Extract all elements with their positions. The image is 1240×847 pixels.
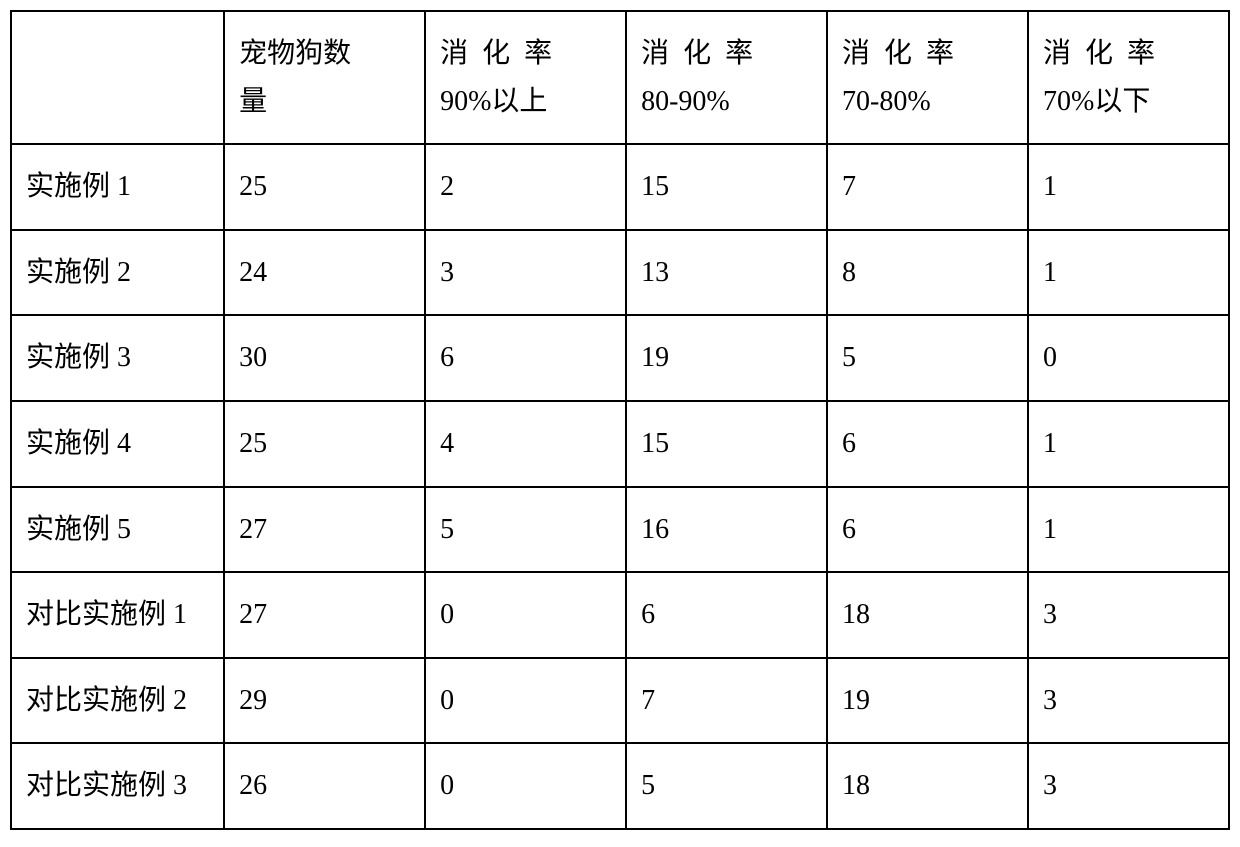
row-label: 对比实施例 3 (11, 743, 224, 829)
cell-value: 5 (425, 487, 626, 573)
table-row: 对比实施例 1 27 0 6 18 3 (11, 572, 1229, 658)
table-row: 对比实施例 2 29 0 7 19 3 (11, 658, 1229, 744)
header-line1: 宠物狗数 (239, 38, 351, 69)
header-line1: 消化率 (440, 38, 566, 69)
cell-value: 0 (425, 572, 626, 658)
header-line2: 量 (239, 86, 267, 117)
cell-value: 18 (827, 572, 1028, 658)
header-line1: 消化率 (1043, 38, 1169, 69)
cell-value: 5 (827, 315, 1028, 401)
cell-value: 15 (626, 144, 827, 230)
cell-value: 0 (425, 658, 626, 744)
header-rate-70below: 消化率 70%以下 (1028, 11, 1229, 144)
cell-value: 25 (224, 401, 425, 487)
header-dog-count: 宠物狗数 量 (224, 11, 425, 144)
row-label: 对比实施例 2 (11, 658, 224, 744)
cell-value: 27 (224, 487, 425, 573)
header-line2: 90%以上 (440, 86, 547, 117)
cell-value: 6 (827, 401, 1028, 487)
cell-value: 19 (626, 315, 827, 401)
cell-value: 24 (224, 230, 425, 316)
cell-value: 1 (1028, 144, 1229, 230)
cell-value: 6 (425, 315, 626, 401)
cell-value: 18 (827, 743, 1028, 829)
cell-value: 29 (224, 658, 425, 744)
cell-value: 3 (1028, 658, 1229, 744)
digestibility-table: 宠物狗数 量 消化率 90%以上 消化率 80-90% 消化率 70-80% 消… (10, 10, 1230, 830)
table-row: 实施例 5 27 5 16 6 1 (11, 487, 1229, 573)
cell-value: 6 (626, 572, 827, 658)
cell-value: 1 (1028, 401, 1229, 487)
row-label: 实施例 5 (11, 487, 224, 573)
cell-value: 2 (425, 144, 626, 230)
table-row: 对比实施例 3 26 0 5 18 3 (11, 743, 1229, 829)
cell-value: 3 (1028, 572, 1229, 658)
header-rate-70-80: 消化率 70-80% (827, 11, 1028, 144)
row-label: 实施例 3 (11, 315, 224, 401)
cell-value: 30 (224, 315, 425, 401)
cell-value: 1 (1028, 230, 1229, 316)
cell-value: 6 (827, 487, 1028, 573)
cell-value: 15 (626, 401, 827, 487)
cell-value: 0 (425, 743, 626, 829)
cell-value: 5 (626, 743, 827, 829)
cell-value: 26 (224, 743, 425, 829)
header-row: 宠物狗数 量 消化率 90%以上 消化率 80-90% 消化率 70-80% 消… (11, 11, 1229, 144)
cell-value: 7 (827, 144, 1028, 230)
cell-value: 1 (1028, 487, 1229, 573)
cell-value: 13 (626, 230, 827, 316)
cell-value: 8 (827, 230, 1028, 316)
row-label: 实施例 4 (11, 401, 224, 487)
header-line2: 80-90% (641, 86, 730, 117)
table-row: 实施例 1 25 2 15 7 1 (11, 144, 1229, 230)
cell-value: 4 (425, 401, 626, 487)
cell-value: 27 (224, 572, 425, 658)
cell-value: 3 (1028, 743, 1229, 829)
cell-value: 25 (224, 144, 425, 230)
header-empty (11, 11, 224, 144)
cell-value: 3 (425, 230, 626, 316)
table-row: 实施例 3 30 6 19 5 0 (11, 315, 1229, 401)
header-line2: 70%以下 (1043, 86, 1150, 117)
cell-value: 0 (1028, 315, 1229, 401)
cell-value: 7 (626, 658, 827, 744)
table-row: 实施例 2 24 3 13 8 1 (11, 230, 1229, 316)
cell-value: 19 (827, 658, 1028, 744)
row-label: 实施例 2 (11, 230, 224, 316)
header-line1: 消化率 (641, 38, 767, 69)
row-label: 对比实施例 1 (11, 572, 224, 658)
digestibility-table-container: 宠物狗数 量 消化率 90%以上 消化率 80-90% 消化率 70-80% 消… (10, 10, 1230, 830)
table-row: 实施例 4 25 4 15 6 1 (11, 401, 1229, 487)
table-body: 实施例 1 25 2 15 7 1 实施例 2 24 3 13 8 1 实施例 … (11, 144, 1229, 829)
table-header: 宠物狗数 量 消化率 90%以上 消化率 80-90% 消化率 70-80% 消… (11, 11, 1229, 144)
header-line2: 70-80% (842, 86, 931, 117)
header-rate-80-90: 消化率 80-90% (626, 11, 827, 144)
header-line1: 消化率 (842, 38, 968, 69)
header-rate-90plus: 消化率 90%以上 (425, 11, 626, 144)
row-label: 实施例 1 (11, 144, 224, 230)
cell-value: 16 (626, 487, 827, 573)
